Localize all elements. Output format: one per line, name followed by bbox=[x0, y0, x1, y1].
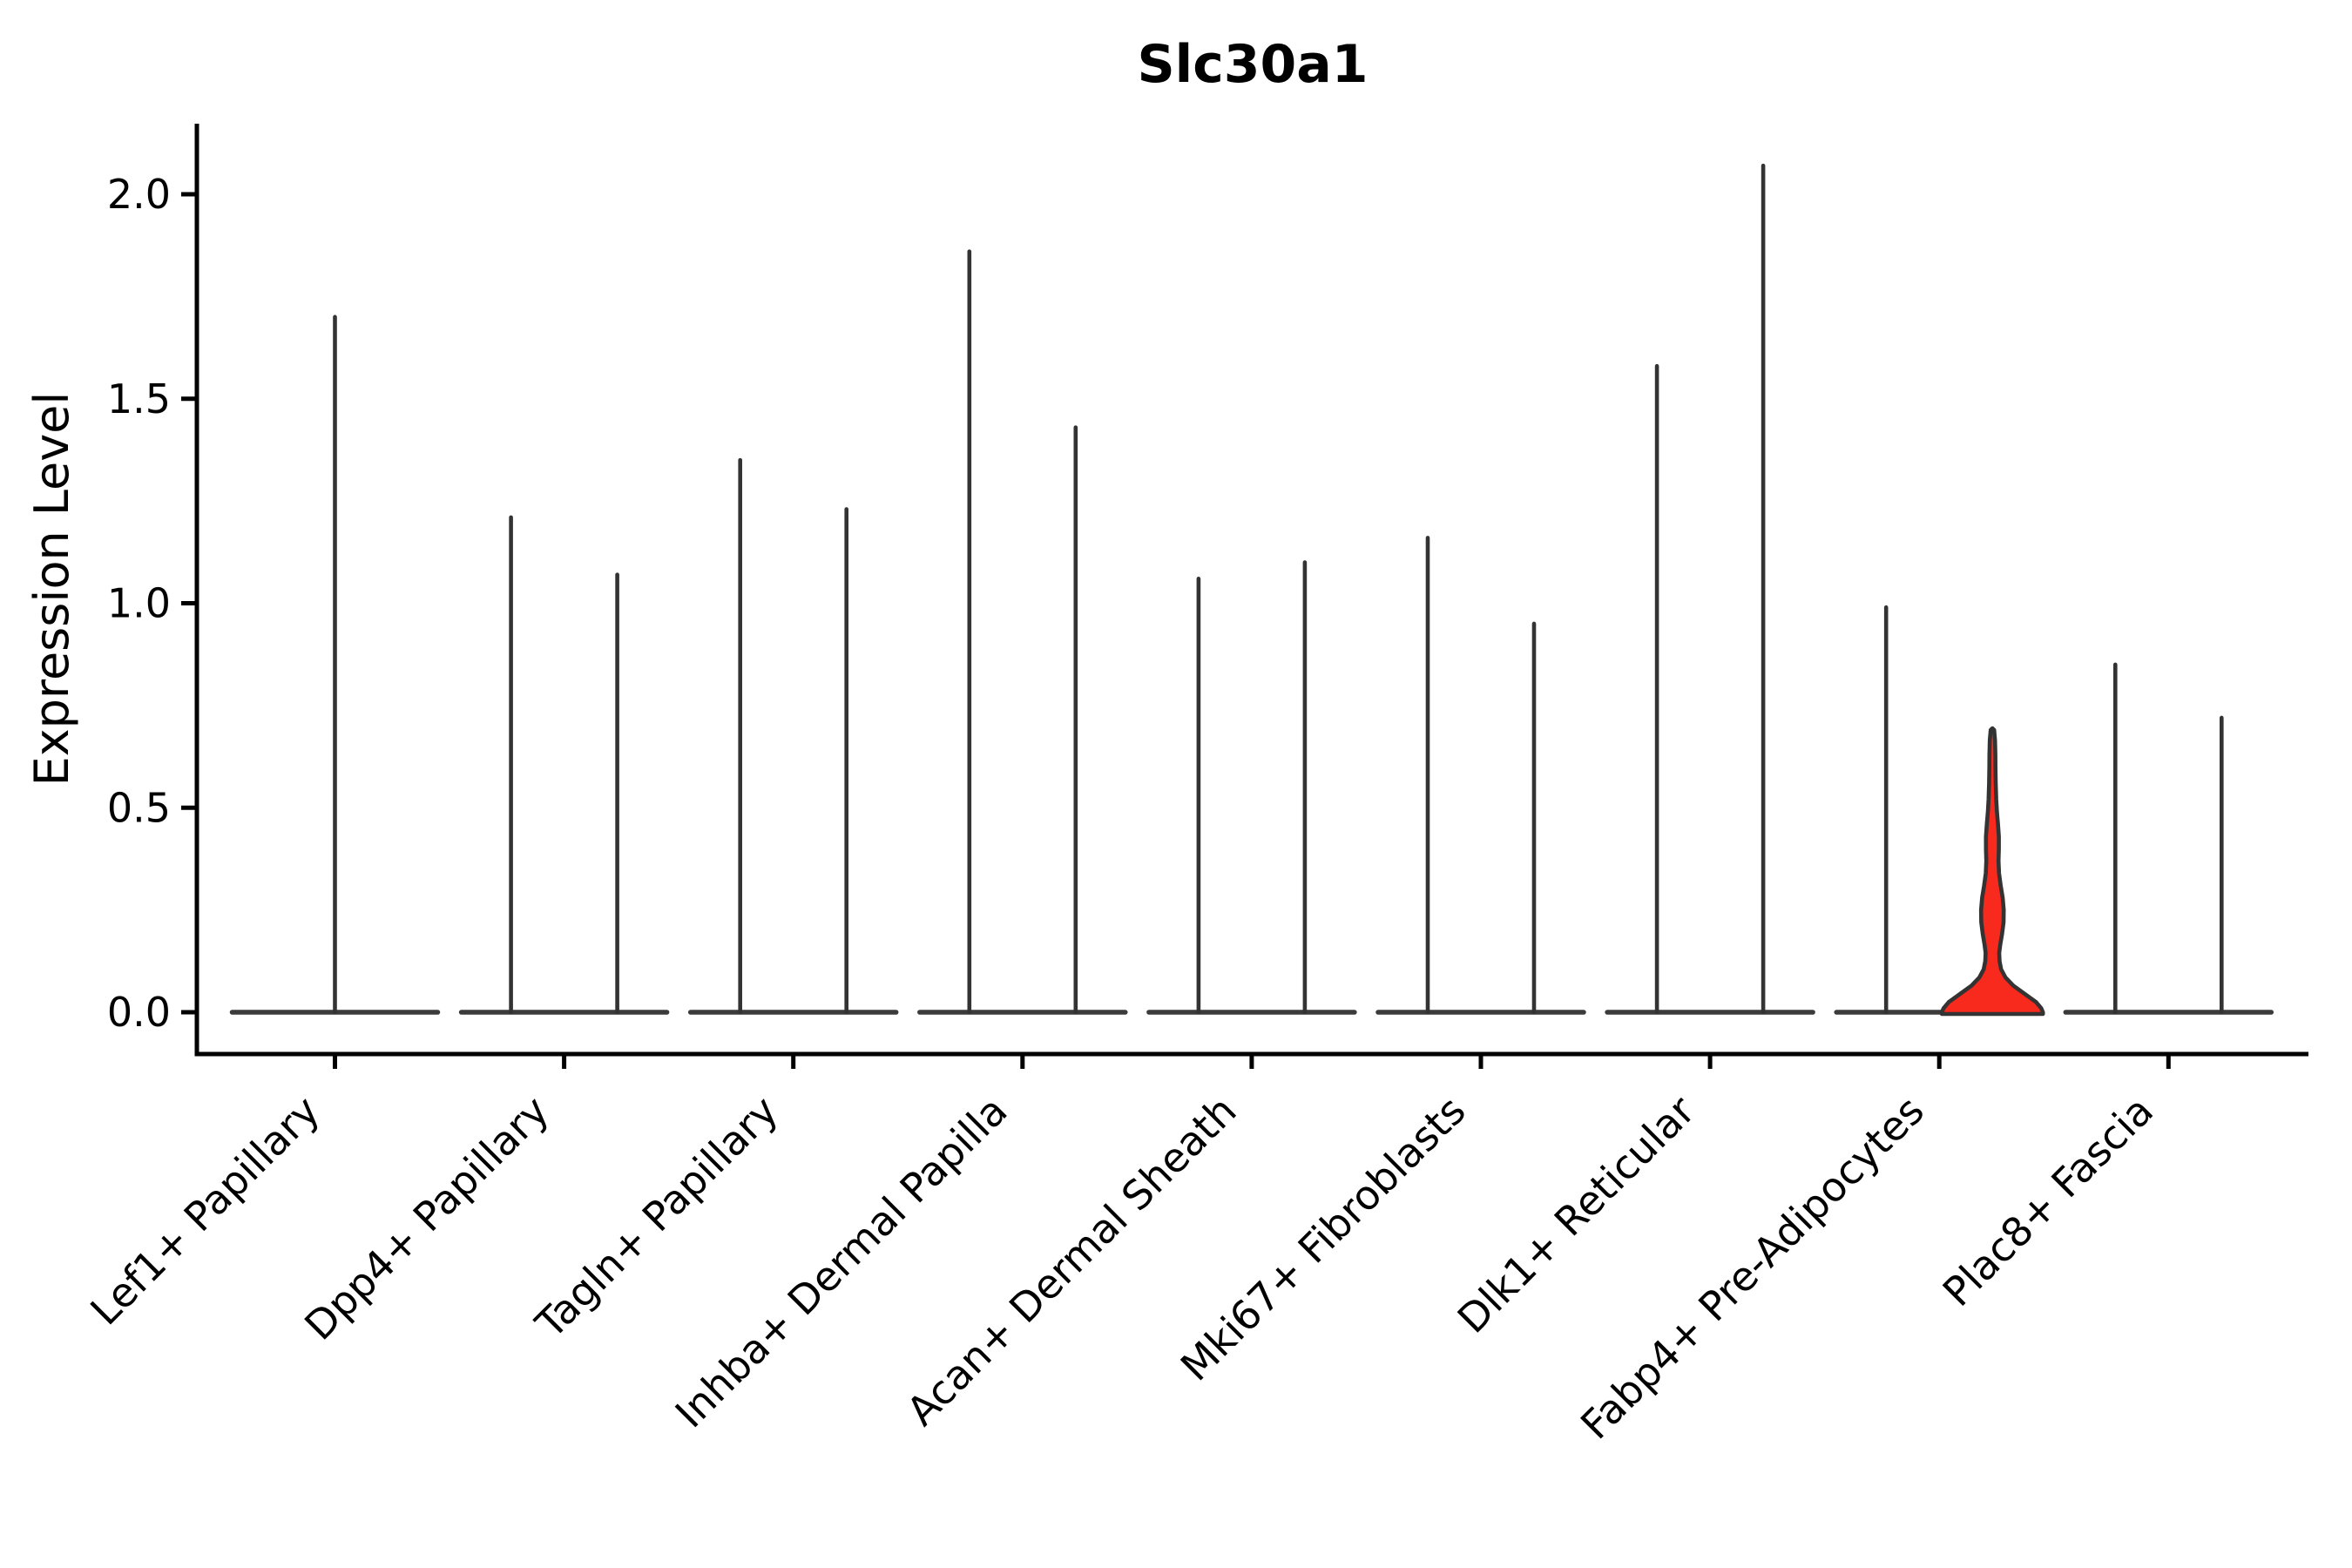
chart-title: Slc30a1 bbox=[1137, 34, 1369, 95]
x-tick-label-8: Plac8+ Fascia bbox=[1934, 1087, 2162, 1315]
y-tick-label: 1.0 bbox=[107, 580, 171, 627]
x-tick-label-0: Lef1+ Papillary bbox=[81, 1087, 328, 1335]
y-tick-label: 0.0 bbox=[107, 989, 171, 1036]
y-tick-label: 0.5 bbox=[107, 784, 171, 831]
x-tick-label-1: Dpp4+ Papillary bbox=[295, 1087, 558, 1349]
y-axis-title: Expression Level bbox=[24, 391, 79, 787]
y-tick-label: 2.0 bbox=[107, 171, 171, 218]
x-tick-label-2: Tagln+ Papillary bbox=[526, 1087, 787, 1348]
x-tick-label-6: Dlk1+ Reticular bbox=[1449, 1087, 1704, 1342]
violin-filled bbox=[1939, 726, 2045, 1017]
y-tick-label: 1.5 bbox=[107, 375, 171, 422]
